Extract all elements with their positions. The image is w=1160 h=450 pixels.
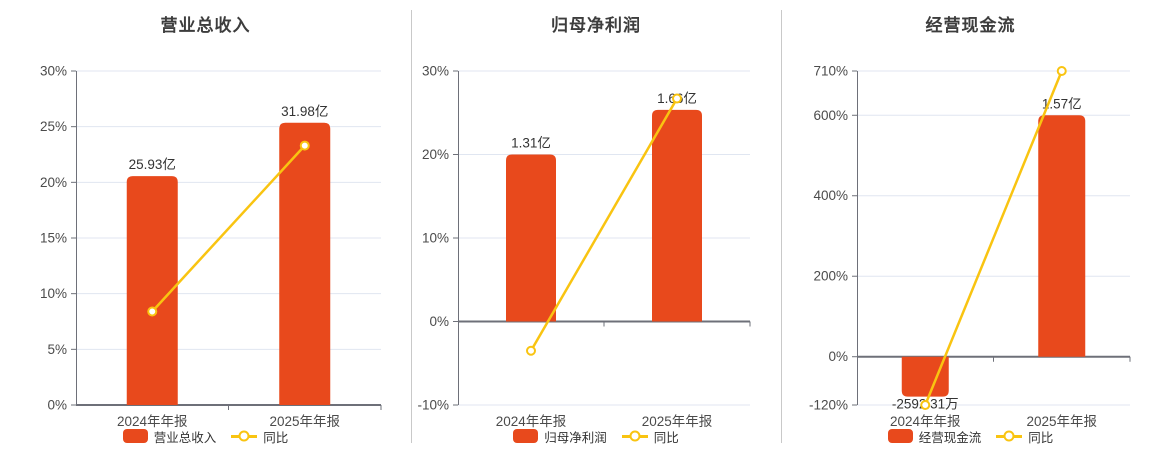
svg-text:10%: 10% (422, 231, 449, 246)
svg-text:30%: 30% (422, 64, 449, 79)
line-marker-icon (996, 430, 1023, 443)
svg-text:-120%: -120% (809, 398, 848, 413)
svg-text:0%: 0% (47, 398, 67, 413)
legend-label: 同比 (1028, 430, 1054, 445)
svg-text:20%: 20% (40, 175, 67, 190)
legend: 归母净利润 同比 (411, 427, 781, 445)
svg-text:20%: 20% (422, 147, 449, 162)
chart-panel-operating-cash-flow: 经营现金流 -120%0%200%400%600%710%-2592.31万1.… (781, 0, 1160, 450)
svg-text:400%: 400% (813, 188, 848, 203)
legend-label: 营业总收入 (153, 430, 217, 445)
chart-title: 营业总收入 (160, 16, 251, 35)
svg-text:0%: 0% (828, 349, 848, 364)
x-axis-category-label: 2024年年报 (116, 414, 188, 429)
legend-label: 同比 (263, 430, 289, 445)
chart-title: 归母净利润 (551, 16, 641, 35)
legend-item-line-series[interactable]: 同比 (996, 427, 1053, 446)
legend: 经营现金流 同比 (781, 427, 1160, 445)
x-axis-category-label: 2025年年报 (269, 414, 341, 429)
svg-text:200%: 200% (813, 269, 848, 284)
chart-panel-net-profit: 归母净利润 -10%0%10%20%30%1.31亿1.66亿 2024年年报 … (411, 0, 781, 450)
svg-text:5%: 5% (47, 342, 67, 357)
x-axis-category-label: 2025年年报 (641, 414, 713, 429)
svg-text:600%: 600% (813, 108, 848, 123)
legend-label: 归母净利润 (544, 430, 607, 445)
svg-text:15%: 15% (40, 231, 67, 246)
svg-text:10%: 10% (40, 286, 67, 301)
svg-text:1.57亿: 1.57亿 (1042, 96, 1082, 111)
x-axis-category-label: 2024年年报 (889, 414, 961, 429)
svg-text:25%: 25% (40, 119, 67, 134)
svg-text:25.93亿: 25.93亿 (129, 157, 176, 172)
x-axis-category-label: 2024年年报 (495, 414, 567, 429)
panel-divider (411, 10, 412, 443)
bar-swatch-icon (513, 429, 539, 443)
legend: 营业总收入 同比 (0, 427, 411, 445)
legend-label: 经营现金流 (918, 430, 982, 445)
bar-swatch-icon (887, 429, 913, 443)
chart-plot-area: 0% 5% 10% 15% 20% 25% 30% 25.93亿 31.98亿 (40, 64, 382, 413)
legend-item-line-series[interactable]: 同比 (231, 427, 288, 446)
svg-text:31.98亿: 31.98亿 (281, 104, 328, 119)
line-marker-icon (621, 430, 648, 443)
svg-text:30%: 30% (40, 64, 67, 79)
legend-label: 同比 (653, 430, 679, 445)
legend-item-bar-series[interactable]: 营业总收入 (122, 427, 217, 446)
legend-item-bar-series[interactable]: 归母净利润 (513, 427, 607, 446)
chart-plot-area: -120%0%200%400%600%710%-2592.31万1.57亿 (809, 64, 1131, 413)
x-axis-category-label: 2025年年报 (1026, 414, 1098, 429)
line-marker-icon (231, 430, 258, 443)
legend-item-line-series[interactable]: 同比 (621, 427, 679, 446)
svg-text:0%: 0% (429, 314, 449, 329)
chart-panel-revenue: 营业总收入 0% 5% 10% 15% 20% 25% 30% 25.93亿 31.98亿 20… (0, 0, 411, 450)
svg-text:710%: 710% (813, 64, 848, 79)
svg-text:-10%: -10% (417, 398, 449, 413)
svg-text:1.31亿: 1.31亿 (511, 135, 551, 150)
bar-swatch-icon (122, 429, 148, 443)
chart-plot-area: -10%0%10%20%30%1.31亿1.66亿 (417, 64, 751, 413)
chart-title: 经营现金流 (925, 16, 1016, 35)
legend-item-bar-series[interactable]: 经营现金流 (887, 427, 982, 446)
panel-divider (781, 10, 782, 443)
